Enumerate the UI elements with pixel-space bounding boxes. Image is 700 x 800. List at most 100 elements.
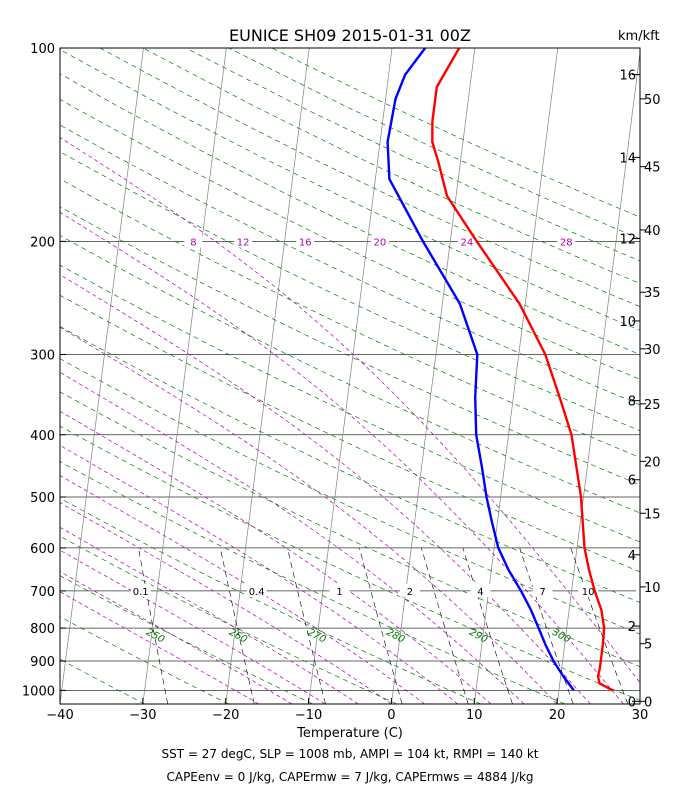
x-tick-label: −10 (295, 708, 322, 723)
moist-adiabat-label: 20 (373, 237, 386, 248)
footer-line-1: SST = 27 degC, SLP = 1008 mb, AMPI = 104… (161, 747, 538, 761)
km-tick-label: 16 (619, 69, 636, 84)
dry-adiabat-line (60, 425, 640, 701)
mixing-ratio-label: 1 (336, 587, 342, 598)
dry-adiabat-line (60, 98, 640, 380)
isotherm-line (142, 48, 227, 704)
moist-adiabat-line (60, 549, 326, 704)
km-tick-label: 10 (619, 315, 636, 330)
chart-axes: −40 −30 −20 −10 0 10 20 30100200300400500600700… (22, 42, 661, 723)
x-tick-label: 20 (549, 708, 566, 723)
kft-tick-label: 50 (644, 93, 661, 108)
km-tick-label: 8 (628, 395, 636, 410)
moist-adiabat-line (60, 444, 458, 704)
mixing-ratio-label-bg (130, 583, 151, 597)
mixing-ratio-label-bg (246, 583, 267, 597)
dry-adiabat-line (60, 206, 640, 486)
x-tick-label: −40 (46, 708, 73, 723)
dry-adiabat-line (60, 575, 313, 704)
mixing-ratio-line (462, 547, 513, 704)
pressure-tick-label: 1000 (22, 684, 55, 699)
pressure-tick-label: 600 (30, 542, 55, 557)
moist-adiabat-label: 24 (460, 237, 473, 248)
dry-adiabat-line (60, 264, 640, 543)
moist-adiabat-label-bg (184, 235, 203, 248)
pressure-tick-label: 200 (30, 235, 55, 250)
km-tick-label: 14 (619, 151, 636, 166)
x-tick-label: −20 (212, 708, 239, 723)
pressure-tick-label: 300 (30, 348, 55, 363)
kft-tick-label: 0 (644, 695, 652, 710)
dry-adiabat-line (60, 461, 565, 704)
moist-adiabat-label-bg (557, 235, 576, 248)
mixing-ratio-label: 2 (407, 587, 413, 598)
moist-adiabat-label-bg (457, 235, 476, 248)
moist-adiabat-line (60, 371, 525, 704)
km-tick-label: 12 (619, 233, 636, 248)
dry-adiabat-label: 290 (467, 627, 489, 646)
dry-adiabat-line (142, 48, 640, 284)
dry-adiabat-line (99, 48, 640, 308)
dry-adiabat-line (60, 73, 640, 355)
dry-adiabat-line (60, 497, 481, 704)
chart-series (386, 47, 614, 692)
isotherm-line (225, 48, 310, 704)
x-tick-label: 0 (387, 708, 395, 723)
mixing-ratio-label-bg (399, 583, 420, 597)
pressure-tick-label: 900 (30, 655, 55, 670)
isotherm-line (556, 50, 640, 704)
pressure-tick-label: 100 (30, 42, 55, 57)
plot-frame (59, 47, 641, 705)
kft-tick-label: 35 (644, 286, 661, 301)
mixing-ratio-line (359, 547, 403, 704)
moist-adiabat-label-bg (234, 235, 253, 248)
moist-adiabat-line (60, 274, 591, 704)
isotherm-line (473, 48, 559, 704)
mixing-ratio-line (421, 547, 469, 704)
pressure-tick-label: 800 (30, 622, 55, 637)
moist-adiabat-line (60, 211, 624, 704)
moist-adiabat-label: 28 (560, 237, 573, 248)
footer-line-2: CAPEenv = 0 J/kg, CAPErmw = 7 J/kg, CAPE… (166, 770, 533, 784)
moist-adiabat-label: 8 (190, 237, 196, 248)
dry-adiabat-line (60, 294, 640, 573)
dry-adiabat-line (271, 48, 640, 218)
moist-adiabat-label: 12 (237, 237, 250, 248)
kft-tick-label: 45 (644, 161, 661, 176)
dry-adiabat-label: 250 (144, 627, 166, 646)
kft-tick-label: 40 (644, 224, 661, 239)
mixing-ratio-line (138, 547, 168, 704)
moist-adiabat-line (60, 526, 359, 704)
kft-tick-label: 5 (644, 638, 652, 653)
mixing-ratio-label-bg (636, 583, 640, 597)
km-tick-label: 6 (628, 474, 636, 489)
dry-adiabat-label: 260 (227, 627, 249, 646)
dry-adiabat-label: 280 (384, 627, 406, 646)
mixing-ratio-label: 0.1 (133, 587, 149, 598)
mixing-ratio-label: 4 (477, 587, 483, 598)
dry-adiabat-line (60, 391, 640, 668)
mixing-ratio-label-bg (470, 583, 491, 597)
moist-adiabat-label-bg (370, 235, 389, 248)
moist-adiabat-line (60, 410, 492, 704)
dry-adiabat-label: 300 (550, 627, 572, 646)
isotherm-line (60, 48, 61, 56)
mixing-ratio-line (570, 547, 629, 704)
km-tick-label: 4 (628, 549, 636, 564)
moist-adiabat-label: 16 (299, 237, 312, 248)
mixing-ratio-line (519, 547, 574, 704)
dry-adiabat-line (60, 235, 640, 514)
pressure-tick-label: 400 (30, 429, 55, 444)
moist-adiabat-line (60, 502, 392, 704)
moist-adiabat-label-bg (296, 235, 315, 248)
moist-adiabat-line (60, 475, 425, 704)
km-tick-label: 0 (628, 695, 636, 710)
x-tick-label: 10 (466, 708, 483, 723)
dry-adiabat-line (185, 48, 640, 262)
kft-tick-label: 15 (644, 507, 661, 522)
mixing-ratio-line (287, 547, 326, 704)
mixing-ratio-label-bg (532, 583, 553, 597)
